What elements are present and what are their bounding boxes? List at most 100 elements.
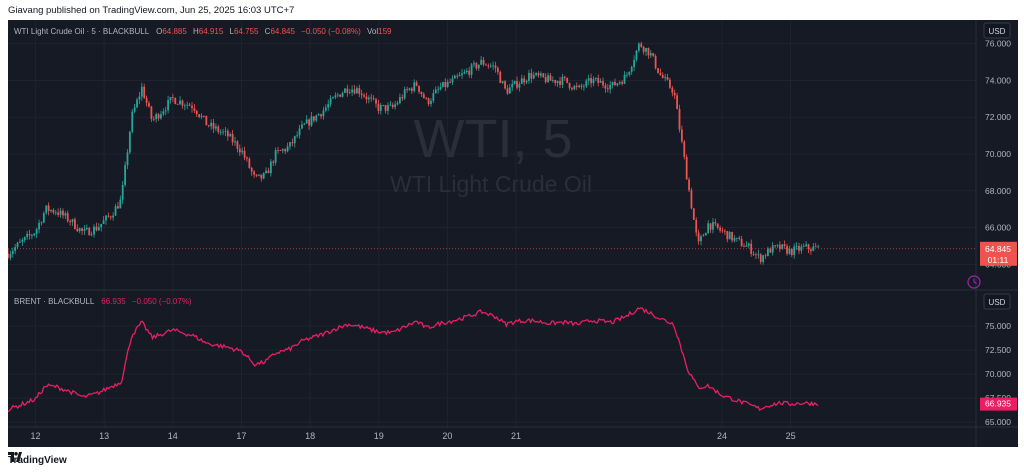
wti-candle	[353, 89, 356, 94]
wti-candle	[496, 68, 499, 72]
wti-candle	[167, 100, 170, 111]
wti-candle	[704, 233, 707, 236]
wti-candle	[191, 105, 193, 109]
wti-candle	[731, 231, 733, 241]
wti-candle	[258, 174, 260, 176]
wti-candle	[422, 94, 425, 99]
wti-candle	[69, 221, 72, 223]
wti-candle	[544, 77, 547, 83]
wti-candle	[272, 161, 275, 163]
chart-canvas[interactable]: WTI, 5 WTI Light Crude Oil 64.00066.0006…	[8, 20, 1018, 447]
wti-candle	[774, 245, 776, 247]
wti-candle	[786, 246, 788, 254]
wti-candle	[721, 230, 724, 232]
wti-currency-button[interactable]: USD	[983, 22, 1011, 39]
wti-candle	[322, 110, 325, 117]
wti-candle	[296, 135, 299, 137]
wti-candle	[11, 251, 14, 255]
wti-candle	[661, 75, 664, 78]
wti-candle	[19, 241, 21, 243]
wti-candle	[678, 109, 681, 130]
wti-candle	[212, 122, 215, 129]
wti-candle	[688, 179, 690, 191]
wti-candle	[47, 205, 50, 212]
wti-y-tick: 76.000	[985, 39, 1011, 49]
brent-y-tick: 75.000	[985, 321, 1011, 331]
wti-candle	[97, 227, 100, 231]
wti-candle	[78, 228, 81, 232]
wti-candle	[798, 246, 800, 251]
wti-candle	[71, 219, 74, 223]
wti-candle	[430, 100, 432, 105]
wti-candle	[518, 83, 521, 88]
wti-candle	[143, 86, 146, 99]
wti-candle	[351, 89, 354, 93]
wti-candle	[102, 220, 105, 224]
wti-candle	[449, 81, 451, 83]
wti-candle	[700, 236, 702, 242]
wti-candle	[85, 227, 88, 230]
svg-text:66.935: 66.935	[985, 399, 1011, 409]
svg-text:64.845: 64.845	[985, 244, 1011, 254]
wti-candle	[738, 237, 741, 239]
wti-candle	[140, 86, 143, 97]
brent-currency-button[interactable]: USD	[983, 293, 1011, 310]
wti-legend[interactable]: WTI Light Crude Oil · 5 · BLACKBULL O64.…	[14, 27, 392, 36]
wti-candle	[788, 248, 791, 254]
wti-candle	[210, 122, 213, 127]
wti-candle	[752, 253, 755, 255]
x-tick: 18	[305, 431, 315, 441]
wti-candle	[179, 100, 181, 105]
wti-candle	[695, 219, 698, 233]
wti-candle	[807, 244, 810, 250]
alert-clock-icon[interactable]	[967, 275, 981, 289]
footer[interactable]: TradingView	[8, 452, 67, 468]
wti-candle	[434, 89, 437, 94]
wti-candle	[683, 141, 686, 157]
wti-candle	[162, 111, 165, 115]
wti-candle	[121, 184, 124, 200]
wti-candle	[532, 74, 535, 79]
wti-candle	[399, 97, 401, 103]
wti-candle	[566, 77, 569, 83]
chart-panel[interactable]: WTI, 5 WTI Light Crude Oil 64.00066.0006…	[8, 20, 1018, 447]
wti-candle	[680, 129, 683, 142]
wti-candle	[516, 80, 518, 88]
wti-candle	[707, 223, 710, 234]
wti-candle	[513, 80, 516, 84]
wti-candle	[105, 215, 107, 221]
wti-candle	[93, 226, 95, 235]
wti-candle	[150, 106, 153, 119]
wti-candle	[602, 81, 604, 86]
wti-candle	[563, 76, 566, 78]
wti-candle	[520, 78, 523, 84]
wti-candle	[477, 64, 480, 69]
wti-candle	[506, 88, 509, 94]
wti-candle	[568, 82, 571, 88]
wti-candle	[626, 74, 628, 76]
wti-candle	[320, 114, 322, 117]
wti-candle	[692, 208, 695, 220]
wti-candle	[117, 206, 119, 209]
brent-y-tick: 65.000	[985, 417, 1011, 427]
wti-candle	[40, 222, 43, 224]
wti-candle	[743, 246, 745, 248]
wti-candle	[726, 231, 729, 240]
wti-candle	[289, 142, 291, 147]
wti-candle	[504, 81, 506, 89]
wti-candle	[432, 93, 435, 101]
wti-candle	[324, 107, 327, 111]
wti-candle	[465, 70, 468, 72]
wti-candle	[630, 66, 633, 72]
brent-legend[interactable]: BRENT · BLACKBULL 66.935 −0.050 (−0.07%)	[14, 297, 192, 306]
wti-candle	[382, 105, 385, 106]
wti-candle	[372, 98, 375, 100]
wti-candle	[308, 119, 310, 126]
wti-candle	[171, 97, 174, 98]
wti-candle	[635, 50, 638, 60]
wti-last-price-label: 64.845 01:11	[980, 241, 1017, 266]
wti-candle	[160, 114, 162, 119]
wti-candle	[535, 73, 538, 75]
wti-candle	[669, 79, 671, 88]
wti-candle	[492, 65, 495, 67]
